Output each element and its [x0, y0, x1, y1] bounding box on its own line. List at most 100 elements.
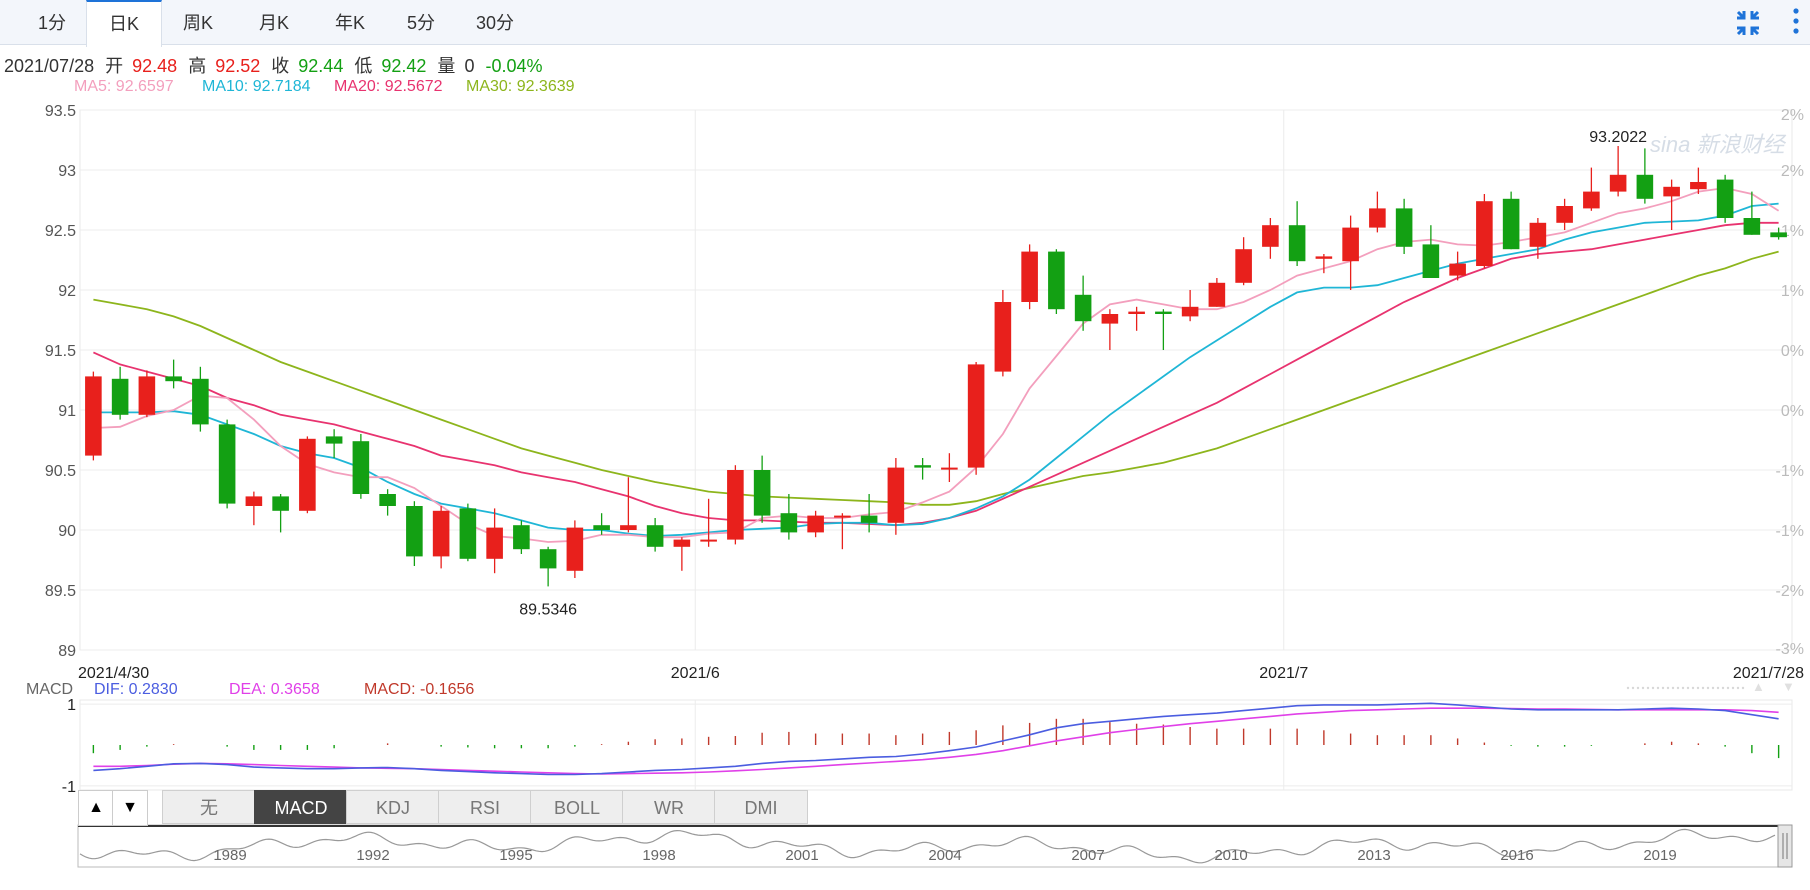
right-tick-label: 1%	[1781, 223, 1804, 240]
candle-body	[245, 496, 263, 506]
navigator-year-label: 2019	[1643, 847, 1676, 864]
macd-y-tick: -1	[62, 779, 76, 796]
macd-legend-dot	[1736, 686, 1740, 690]
candle-body	[1636, 174, 1654, 199]
macd-plot-frame	[79, 699, 1793, 791]
macd-legend-dot	[1741, 686, 1745, 690]
candle-body	[1181, 306, 1199, 317]
candle-body	[1690, 182, 1707, 190]
ma-lines	[93, 187, 1780, 543]
ma30-line	[93, 250, 1779, 506]
macd-legend-dot	[1686, 686, 1690, 690]
candle-body	[325, 436, 343, 444]
candle-body	[111, 378, 129, 415]
candle-body	[486, 527, 503, 559]
candle-body	[1609, 174, 1627, 192]
macd-legend-dot	[1626, 686, 1630, 690]
indicator-tab-dmi[interactable]: DMI	[714, 790, 808, 824]
macd-legend-dot	[1646, 686, 1650, 690]
indicator-tab-none[interactable]: 无	[162, 790, 256, 824]
macd-scroll-up-icon[interactable]: ▲	[1752, 679, 1765, 694]
candle-body	[1208, 282, 1226, 307]
navigator-handle[interactable]	[1777, 824, 1793, 868]
right-tick-label: -3%	[1776, 641, 1804, 658]
candle-body	[1155, 311, 1172, 314]
low-label: 低	[354, 56, 372, 76]
macd-legend-dot	[1711, 686, 1715, 690]
candle-body	[1395, 208, 1413, 247]
navigator-year-label: 2010	[1214, 847, 1247, 864]
tab-weekly-k[interactable]: 周K	[182, 13, 213, 33]
candle-body	[1369, 208, 1386, 228]
tab-30min[interactable]: 30分	[475, 13, 515, 33]
candle-body	[1476, 201, 1493, 266]
candle-body	[1583, 191, 1600, 209]
tab-1min[interactable]: 1分	[37, 13, 66, 33]
macd-legend-dot	[1731, 686, 1735, 690]
macd-y-axis: 1 -1	[62, 697, 76, 796]
navigator-year-label: 1992	[356, 847, 389, 864]
y-axis: 93.5 93 92.5 92 91.5 91 90.5 90 89.5 89	[45, 103, 76, 660]
navigator-year-label: 2004	[928, 847, 961, 864]
scroll-down-button[interactable]: ▼	[112, 790, 148, 826]
navigator-year-label: 2016	[1500, 847, 1533, 864]
candle-body	[1315, 256, 1333, 259]
macd-histogram	[92, 718, 1780, 759]
candle-body	[1128, 311, 1145, 314]
candle-body	[85, 376, 102, 456]
candle-body	[1529, 222, 1547, 247]
macd-scroll-down-icon[interactable]: ▼	[1782, 679, 1795, 694]
tab-5min[interactable]: 5分	[406, 13, 435, 33]
candle-body	[566, 527, 584, 571]
ma-legend: MA5: 92.6597 MA10: 92.7184 MA20: 92.5672 MA…	[74, 78, 575, 95]
navigator-year-label: 2007	[1071, 847, 1104, 864]
collapse-icon[interactable]	[1732, 4, 1764, 40]
candle-body	[406, 506, 423, 557]
macd-legend-dot	[1726, 686, 1730, 690]
tab-monthly-k[interactable]: 月K	[258, 13, 289, 33]
navigator-year-label: 1989	[213, 847, 246, 864]
indicator-tab-rsi[interactable]: RSI	[438, 790, 532, 824]
candle-body	[352, 441, 370, 494]
right-tick-label: 2%	[1781, 163, 1804, 180]
candle-body	[1074, 294, 1092, 322]
candle-body	[1048, 251, 1065, 310]
indicator-tab-kdj[interactable]: KDJ	[346, 790, 440, 824]
y-tick-label: 89	[58, 643, 76, 660]
macd-lines	[93, 702, 1779, 776]
scroll-up-button[interactable]: ▲	[78, 790, 114, 826]
chart-area[interactable]: 2021/07/28 开 92.48 高 92.52 收 92.44 低 92.…	[0, 44, 1810, 890]
close-label: 收	[271, 56, 289, 76]
right-tick-label: 0%	[1781, 343, 1804, 360]
right-tick-label: 1%	[1781, 283, 1804, 300]
high-label: 高	[188, 56, 206, 76]
candle-body	[753, 470, 771, 516]
candle-body	[887, 467, 905, 523]
candle-body	[673, 539, 691, 547]
macd-legend-dot	[1651, 686, 1655, 690]
candle-body	[1422, 244, 1440, 278]
indicator-tab-macd[interactable]: MACD	[254, 790, 348, 824]
change-value: -0.04%	[485, 56, 542, 76]
volume-label: 量	[437, 56, 455, 76]
ma-legend-item: MA10: 92.7184	[202, 78, 311, 95]
close-value: 92.44	[298, 56, 343, 76]
navigator-frame[interactable]	[77, 824, 1785, 868]
candle-body	[1235, 249, 1252, 283]
x-tick-label: 2021/7/28	[1733, 665, 1804, 682]
tab-yearly-k[interactable]: 年K	[334, 13, 365, 33]
tab-daily-k[interactable]: 日K	[86, 0, 162, 47]
candle-body	[513, 525, 530, 550]
ma5-line	[93, 187, 1780, 543]
candle-body	[727, 470, 744, 540]
candle-body	[1770, 232, 1787, 238]
more-menu-icon[interactable]	[1786, 4, 1806, 40]
max-value-label: 93.2022	[1589, 129, 1647, 146]
x-tick-label: 2021/6	[671, 665, 720, 682]
macd-legend-dot	[1671, 686, 1675, 690]
indicator-tab-wr[interactable]: WR	[622, 790, 716, 824]
candle-body	[1101, 314, 1119, 324]
right-tick-label: 0%	[1781, 403, 1804, 420]
indicator-tab-boll[interactable]: BOLL	[530, 790, 624, 824]
y-tick-label: 90	[58, 523, 76, 540]
